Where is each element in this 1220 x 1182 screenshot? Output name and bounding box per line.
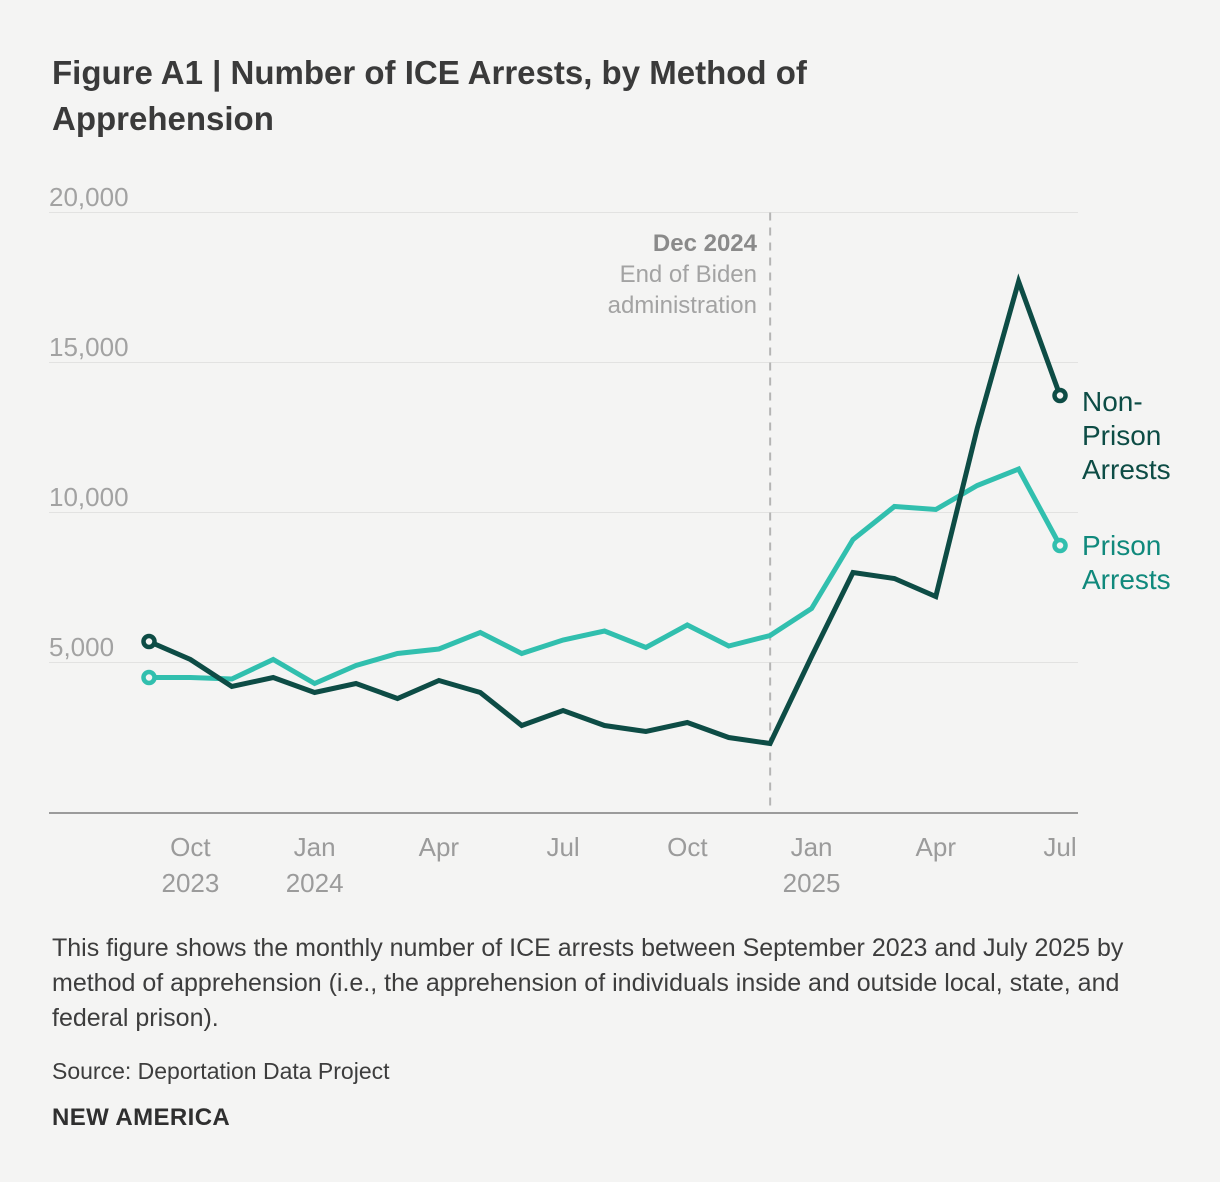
- brand-logo: NEW AMERICA: [52, 1104, 231, 1131]
- y-axis-label-10000: 10,000: [49, 481, 129, 512]
- legend-non-prison-arrests: Non- Prison Arrests: [1082, 385, 1171, 487]
- x-axis-tick-Apr: Apr: [379, 829, 499, 865]
- tick-year: 2025: [782, 868, 841, 898]
- x-axis-tick-Oct: Oct: [627, 829, 747, 865]
- tick-year: 2023: [161, 868, 220, 898]
- x-axis-tick-Jul: Jul: [503, 829, 623, 865]
- tick-month: Oct: [667, 832, 708, 862]
- tick-month: Apr: [418, 832, 460, 862]
- gridline-15000: [49, 362, 1078, 363]
- annotation-text-line2: administration: [607, 292, 757, 319]
- tick-month: Apr: [915, 832, 957, 862]
- legend-line: Arrests: [1082, 454, 1171, 485]
- tick-month: Oct: [170, 832, 211, 862]
- legend-prison-arrests: Prison Arrests: [1082, 529, 1171, 597]
- annotation-text-line1: End of Biden: [619, 261, 757, 288]
- tick-month: Jul: [1043, 832, 1077, 862]
- gridline-5000: [49, 662, 1078, 663]
- event-annotation: Dec 2024 End of Biden administration: [608, 228, 757, 321]
- x-axis-tick-Jan2024: Jan 2024: [255, 829, 375, 901]
- legend-line: Prison: [1082, 420, 1162, 451]
- gridline-10000: [49, 512, 1078, 513]
- source-note: Source: Deportation Data Project: [52, 1058, 390, 1084]
- prison-arrestsline: [149, 465, 1063, 687]
- y-axis-label-5000: 5,000: [49, 631, 115, 662]
- endpoint-marker: [1052, 387, 1068, 404]
- x-axis-tick-Jan2025: Jan 2025: [752, 829, 872, 901]
- x-axis-line: [49, 812, 1078, 814]
- gridline-20000: [49, 212, 1078, 213]
- x-axis-tick-Oct2023: Oct 2023: [130, 829, 250, 901]
- y-axis-label-20000: 20,000: [49, 181, 129, 212]
- endpoint-marker: [141, 633, 157, 650]
- y-axis-label-15000: 15,000: [49, 331, 129, 362]
- legend-line: Prison: [1082, 530, 1162, 561]
- non-prison-arrestsline: [148, 273, 1063, 747]
- figure-caption: This figure shows the monthly number of …: [52, 934, 1124, 1032]
- tick-month: Jan: [293, 832, 336, 862]
- legend-line: Non-: [1082, 386, 1143, 417]
- tick-month: Jan: [790, 832, 833, 862]
- x-axis-tick-Jul: Jul: [1000, 829, 1120, 865]
- legend-line: Arrests: [1082, 564, 1171, 595]
- tick-month: Jul: [546, 832, 580, 862]
- tick-year: 2024: [285, 868, 344, 898]
- endpoint-marker: [1052, 537, 1068, 554]
- annotation-date: Dec 2024: [652, 230, 757, 257]
- figure-title: Figure A1 | Number of ICE Arrests, by Me…: [52, 54, 807, 137]
- endpoint-marker: [141, 669, 157, 686]
- x-axis-tick-Apr: Apr: [876, 829, 996, 865]
